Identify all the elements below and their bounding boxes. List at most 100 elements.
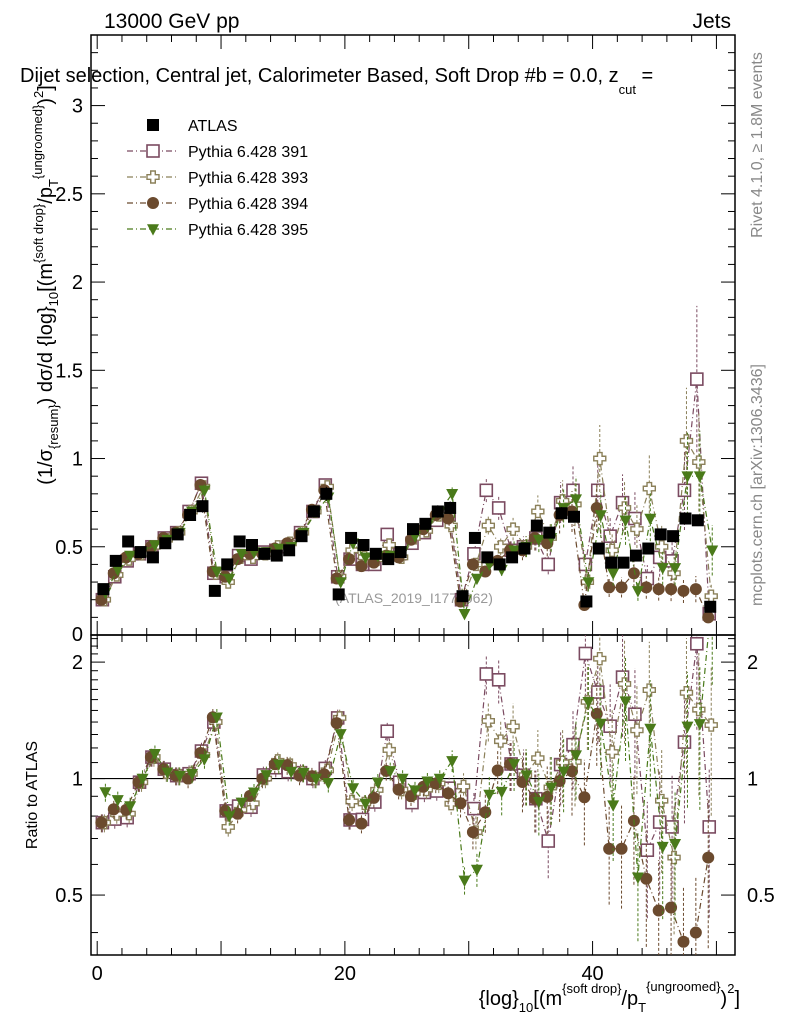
ratio-tick-label-right: 0.5 (747, 885, 775, 907)
point-s394 (640, 581, 653, 594)
ratio-point-s393 (605, 745, 619, 759)
ratio-point-s394 (479, 806, 492, 819)
ratio-point-s394 (330, 717, 343, 730)
point-data (481, 551, 494, 564)
legend-item-s394: Pythia 6.428 394 (127, 196, 308, 213)
point-data (468, 531, 481, 544)
point-s391 (541, 557, 556, 572)
ratio-point-s395 (483, 789, 496, 802)
ratio-point-s393 (630, 723, 644, 737)
ratio-point-s391 (640, 843, 655, 857)
point-s395 (458, 609, 471, 621)
point-data (134, 546, 147, 559)
point-s395 (681, 471, 694, 483)
point-s391 (677, 483, 692, 498)
ratio-tick-label-right: 2 (747, 652, 758, 674)
ratio-point-s395 (396, 773, 409, 786)
ratio-point-s395 (334, 729, 347, 741)
y-tick-label: 0.5 (55, 537, 83, 559)
point-data (629, 549, 642, 562)
ratio-point-s391 (590, 685, 605, 699)
mcplots-label: mcplots.cern.ch [arXiv:1306.3436] (749, 364, 766, 606)
point-s395 (235, 549, 248, 561)
ratio-point-s395 (371, 777, 384, 789)
ratio-point-s395 (508, 759, 521, 771)
ratio-line-s394 (100, 713, 709, 943)
ratio-point-s395 (557, 766, 570, 779)
ratio-point-s395 (470, 864, 483, 877)
analysis-watermark: (ATLAS_2019_I1772062) (335, 590, 493, 606)
point-s393 (506, 522, 520, 536)
legend-marker (147, 119, 159, 131)
ratio-panel-frame (90, 634, 736, 956)
ratio-point-s393 (593, 652, 607, 666)
ratio-point-s391 (541, 834, 556, 848)
ratio-point-s391 (603, 719, 617, 733)
plot-title-tail: = (636, 65, 653, 87)
ratio-point-s395 (297, 767, 310, 780)
point-s394 (702, 611, 715, 624)
ratio-point-s394 (615, 842, 628, 855)
ratio-point-s394 (640, 872, 653, 885)
point-data (184, 509, 197, 521)
ratio-series-layer (95, 635, 718, 955)
point-s395 (148, 540, 161, 552)
point-data (580, 595, 593, 608)
point-data (307, 505, 320, 518)
ratio-point-s394 (603, 842, 616, 855)
point-s391 (590, 483, 605, 498)
y-tick-label: 2.5 (55, 184, 83, 206)
y-tick-label: 2 (72, 272, 83, 294)
legend-label: Pythia 6.428 395 (188, 222, 308, 239)
point-data (592, 542, 605, 555)
ratio-point-s394 (442, 787, 455, 800)
point-s395 (359, 552, 372, 564)
point-s395 (508, 545, 521, 557)
ratio-point-s393 (617, 677, 632, 691)
category-label: Jets (692, 10, 731, 33)
x-tick-label: 0 (92, 963, 103, 985)
y-tick-label: 3 (72, 96, 83, 118)
ratio-point-s393 (481, 714, 496, 728)
point-s394 (652, 583, 665, 596)
point-data (530, 519, 543, 532)
point-data (382, 553, 395, 566)
ratio-point-s391 (690, 636, 704, 651)
point-s393 (679, 434, 694, 448)
point-s393 (704, 589, 718, 603)
point-data (258, 547, 271, 560)
legend-marker (147, 224, 159, 236)
ratio-point-s395 (693, 719, 706, 731)
point-data (605, 556, 618, 569)
ratio-point-s395 (99, 787, 112, 799)
ratio-point-s393 (568, 755, 582, 769)
ratio-point-s391 (479, 667, 494, 681)
point-s394 (665, 583, 678, 596)
point-s391 (603, 529, 617, 543)
point-data (122, 535, 135, 548)
point-s393 (493, 540, 508, 554)
legend-label: Pythia 6.428 391 (188, 144, 308, 161)
point-data (456, 590, 469, 603)
ratio-point-s394 (466, 826, 479, 839)
point-data (704, 600, 717, 613)
ratio-point-s395 (669, 838, 682, 851)
legend-item-s395: Pythia 6.428 395 (127, 222, 308, 239)
point-s393 (605, 543, 619, 557)
ratio-point-s395 (644, 723, 657, 736)
ratio-point-s395 (248, 787, 260, 799)
ratio-point-s391 (702, 820, 717, 834)
y-axis-label: (1/σ{resum}) dσ/d {log}10[(m{soft drop}/… (30, 85, 61, 485)
ratio-point-s393 (506, 719, 520, 734)
point-s394 (355, 560, 368, 573)
ratio-tick-label-right: 1 (747, 769, 758, 791)
point-s394 (615, 581, 628, 594)
ratio-point-s395 (260, 770, 273, 782)
ratio-point-s395 (656, 841, 669, 854)
point-s395 (631, 586, 644, 598)
ratio-point-s395 (570, 750, 582, 762)
point-data (320, 487, 333, 500)
ratio-point-s393 (667, 850, 681, 865)
point-s394 (677, 584, 690, 597)
series-data (97, 486, 717, 613)
